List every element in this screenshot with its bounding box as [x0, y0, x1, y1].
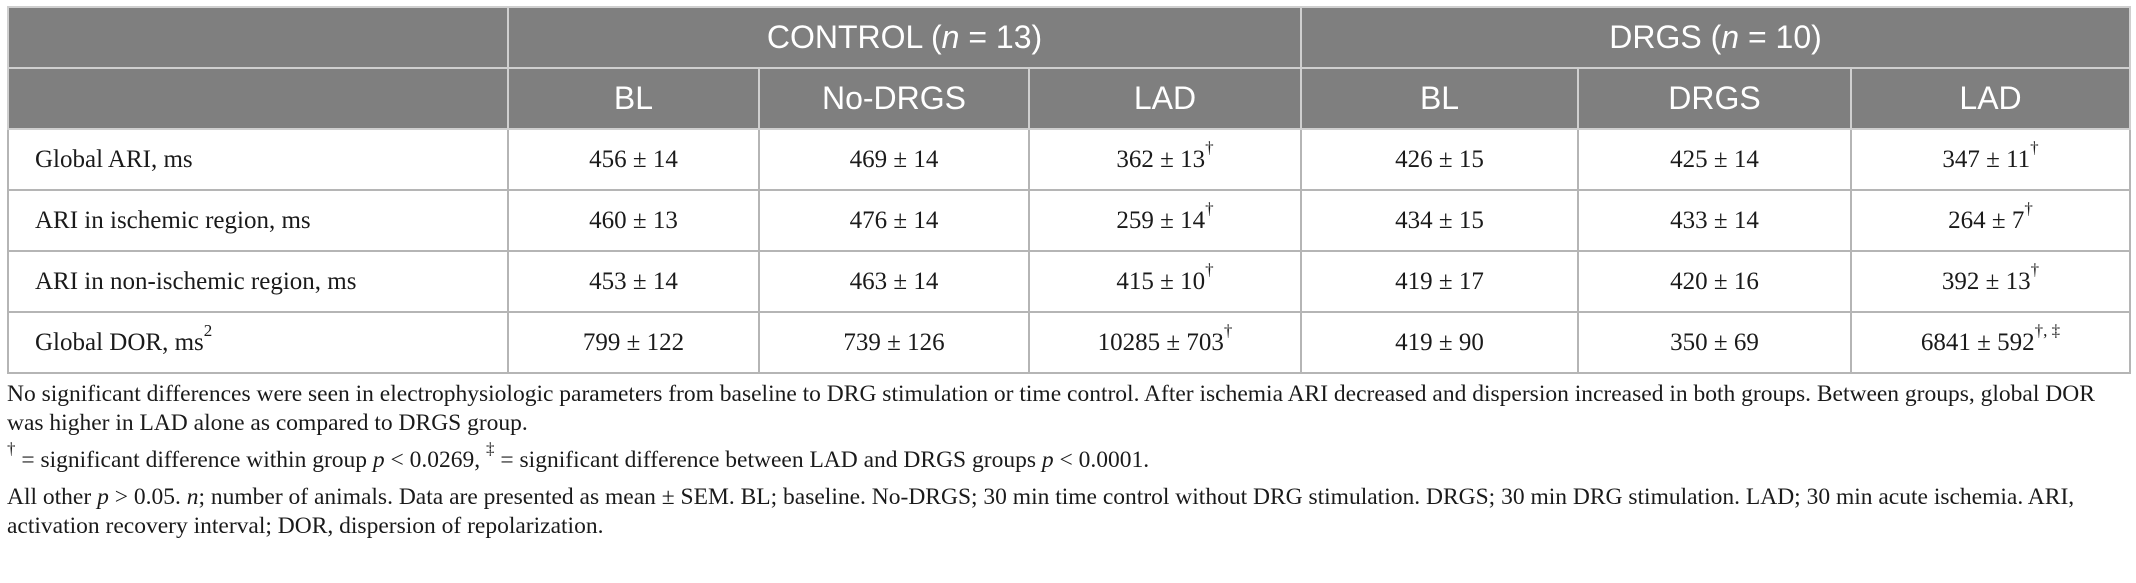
- table-row: Global DOR, ms2 799 ± 122 739 ± 126 1028…: [7, 311, 2132, 374]
- row-label: ARI in ischemic region, ms: [7, 189, 509, 252]
- subheader-row: BL No-DRGS LAD BL DRGS LAD: [7, 67, 2132, 130]
- header-corner: [7, 6, 509, 69]
- table-cell: 264 ± 7†: [1850, 189, 2132, 252]
- table-cell: 420 ± 16: [1577, 250, 1853, 313]
- footnote-summary: No significant differences were seen in …: [7, 381, 2095, 436]
- results-table: CONTROL (n = 13) DRGS (n = 10) BL No-DRG…: [7, 6, 2132, 374]
- table-cell: 739 ± 126: [758, 311, 1030, 374]
- table-cell: 259 ± 14†: [1027, 189, 1303, 252]
- table-cell: 6841 ± 592†, ‡: [1850, 311, 2132, 374]
- table-row: Global ARI, ms 456 ± 14 469 ± 14 362 ± 1…: [7, 128, 2132, 191]
- subheader-drgs-bl: BL: [1300, 67, 1580, 130]
- table-cell: 10285 ± 703†: [1027, 311, 1303, 374]
- table-cell: 476 ± 14: [758, 189, 1030, 252]
- subheader-control-no-drgs: No-DRGS: [758, 67, 1030, 130]
- data-table-container: CONTROL (n = 13) DRGS (n = 10) BL No-DRG…: [7, 6, 2132, 374]
- table-cell: 456 ± 14: [507, 128, 760, 191]
- row-label: ARI in non-ischemic region, ms: [7, 250, 509, 313]
- table-cell: 433 ± 14: [1577, 189, 1853, 252]
- group-header-drgs: DRGS (n = 10): [1300, 6, 2132, 69]
- table-cell: 463 ± 14: [758, 250, 1030, 313]
- subheader-drgs-lad: LAD: [1850, 67, 2132, 130]
- table-cell: 460 ± 13: [507, 189, 760, 252]
- table-cell: 419 ± 17: [1300, 250, 1580, 313]
- subheader-control-bl: BL: [507, 67, 760, 130]
- table-cell: 415 ± 10†: [1027, 250, 1303, 313]
- footnote-significance: † = significant difference within group …: [7, 439, 1150, 473]
- footnote-abbreviations: All other p > 0.05. n; number of animals…: [7, 484, 2075, 539]
- table-cell: 392 ± 13†: [1850, 250, 2132, 313]
- table-cell: 362 ± 13†: [1027, 128, 1303, 191]
- table-cell: 425 ± 14: [1577, 128, 1853, 191]
- table-cell: 453 ± 14: [507, 250, 760, 313]
- table-cell: 347 ± 11†: [1850, 128, 2132, 191]
- subheader-drgs-drgs: DRGS: [1577, 67, 1853, 130]
- table-row: ARI in ischemic region, ms 460 ± 13 476 …: [7, 189, 2132, 252]
- table-footnotes: No significant differences were seen in …: [7, 380, 2132, 541]
- subheader-control-lad: LAD: [1027, 67, 1303, 130]
- table-cell: 469 ± 14: [758, 128, 1030, 191]
- group-header-row: CONTROL (n = 13) DRGS (n = 10): [7, 6, 2132, 69]
- table-cell: 799 ± 122: [507, 311, 760, 374]
- row-label: Global DOR, ms2: [7, 311, 509, 374]
- row-label: Global ARI, ms: [7, 128, 509, 191]
- table-cell: 350 ± 69: [1577, 311, 1853, 374]
- group-header-control: CONTROL (n = 13): [506, 6, 1303, 69]
- table-cell: 419 ± 90: [1300, 311, 1580, 374]
- table-cell: 434 ± 15: [1300, 189, 1580, 252]
- table-cell: 426 ± 15: [1300, 128, 1580, 191]
- table-row: ARI in non-ischemic region, ms 453 ± 14 …: [7, 250, 2132, 313]
- subheader-corner: [7, 67, 509, 130]
